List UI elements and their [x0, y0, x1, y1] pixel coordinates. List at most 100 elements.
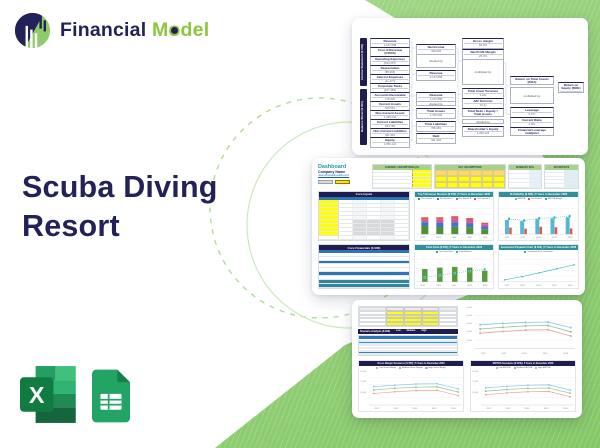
- table-row: [373, 173, 431, 177]
- legend-label: Cash Balance: [458, 250, 472, 253]
- table-cell: [446, 181, 459, 188]
- bar: [548, 390, 550, 392]
- table-cell: [386, 322, 404, 326]
- bar: [436, 385, 438, 388]
- legend-entry: Low EBITDA: [495, 366, 511, 369]
- legend-entry: Net Cash Flow: [436, 250, 453, 253]
- table-cell: [353, 232, 368, 236]
- table-cell: [339, 199, 354, 203]
- x-axis-label: 2024: [412, 408, 418, 410]
- dashboard-middle-row: Core Inputs Top 5 Revenue Streams ($ 000…: [318, 190, 579, 242]
- table-cell: [439, 310, 458, 315]
- y-axis-label: 10,000: [466, 339, 472, 342]
- bar: [524, 228, 527, 234]
- bar: [451, 218, 459, 223]
- bar: [550, 217, 555, 234]
- table-cell: [421, 307, 440, 311]
- bar: [457, 394, 459, 396]
- y-axis-label: -: [477, 403, 478, 405]
- table-cell: [403, 322, 422, 326]
- bar: [421, 225, 429, 234]
- table-cell: [353, 236, 368, 240]
- table-cell: [458, 181, 471, 188]
- table-cell: [545, 170, 564, 173]
- table-cell: [458, 169, 471, 176]
- dashboard-header: Dashboard Company Name www.efinancialmod…: [318, 164, 579, 189]
- table-row: [435, 175, 506, 182]
- table-cell: [367, 224, 382, 228]
- legend-entry: Rev Stream 4: [474, 197, 490, 200]
- table-cell: [319, 236, 340, 240]
- y-axis-label: 30,000: [360, 370, 366, 373]
- table-cell: [395, 211, 409, 215]
- x-axis-label: 2026: [563, 352, 568, 355]
- bar: [436, 219, 444, 223]
- chart-shape: [507, 216, 511, 221]
- google-sheets-icon: [92, 369, 130, 423]
- x-axis-label: 2022: [504, 285, 510, 287]
- table-row: [509, 178, 541, 184]
- table-cell: [403, 310, 422, 315]
- table-header-row: [319, 196, 409, 200]
- bar: [569, 388, 571, 391]
- table-row: [545, 169, 578, 174]
- table-row: [319, 236, 409, 241]
- legend-label: Rev Stream 4: [477, 197, 490, 200]
- excel-icon: X: [20, 366, 76, 423]
- bar: [570, 326, 572, 329]
- bar: [415, 386, 417, 388]
- table-row: [319, 280, 409, 285]
- scenario-top-row: Scenario Analysis ($ 000) Low Medium Hig…: [358, 306, 576, 357]
- table-cell: [367, 203, 382, 207]
- bar: [421, 216, 429, 220]
- product-title: Scuba Diving Resort: [22, 168, 218, 246]
- screenshot-dashboard: Dashboard Company Name www.efinancialmod…: [312, 158, 585, 295]
- bar: [372, 392, 375, 394]
- chart-shape: [537, 216, 541, 220]
- legend-entry: Medium Gross Margin: [399, 366, 422, 369]
- revenue-streams-chart: Top 5 Revenue Streams ($ 000) | 5 Years …: [414, 190, 494, 242]
- table-cell: [421, 322, 440, 326]
- x-axis-label: 2026: [567, 285, 573, 287]
- legend-swatch: [455, 250, 459, 253]
- bar: [484, 390, 487, 392]
- legend-entry: Medium EBITDA: [513, 366, 532, 369]
- table-cell: [353, 228, 368, 232]
- table-cell: [353, 207, 368, 211]
- legend-entry: EBITDA Margin: [544, 197, 563, 200]
- table-cell: [339, 232, 354, 236]
- legend-entry: Net Income: [528, 197, 542, 200]
- excel-x-letter: X: [29, 382, 45, 408]
- table-cell: [381, 236, 396, 240]
- bar: [481, 222, 489, 224]
- brand-word-model: Model: [151, 19, 210, 41]
- bar: [372, 388, 375, 391]
- table-row: [509, 169, 541, 175]
- table-cell: [395, 219, 409, 224]
- legend-entry: Rev Stream 3: [455, 197, 471, 200]
- legend-label: EBITDA Margin: [547, 197, 563, 200]
- table-row: [319, 203, 409, 208]
- legend-swatch: [524, 250, 527, 253]
- table-cell: [319, 224, 340, 228]
- table-cell: [381, 232, 396, 236]
- table-header-row: [359, 336, 457, 340]
- bar: [547, 321, 550, 323]
- table-cell: [395, 228, 409, 232]
- y-axis-label: -: [365, 403, 366, 405]
- table-cell: [395, 224, 409, 228]
- x-axis-label: 2024: [536, 285, 541, 287]
- legend-label: High EBITDA: [537, 366, 551, 369]
- table-row: [319, 260, 409, 265]
- key-assumptions-panel: KEY ASSUMPTIONS: [434, 164, 506, 189]
- table-cell: [395, 207, 409, 211]
- table-cell: [381, 228, 396, 232]
- x-axis-label: 2023: [393, 408, 399, 410]
- table-row: [319, 199, 409, 204]
- bar: [479, 328, 482, 330]
- table-cell: [353, 224, 368, 228]
- table-cell: [528, 183, 541, 187]
- bar: [502, 326, 504, 329]
- screenshot-dupont-analysis: Income Statement ($ 000) Balance Sheet (…: [352, 18, 588, 155]
- scenario-band: Scenario Analysis ($ 000) Low Medium Hig…: [358, 328, 458, 334]
